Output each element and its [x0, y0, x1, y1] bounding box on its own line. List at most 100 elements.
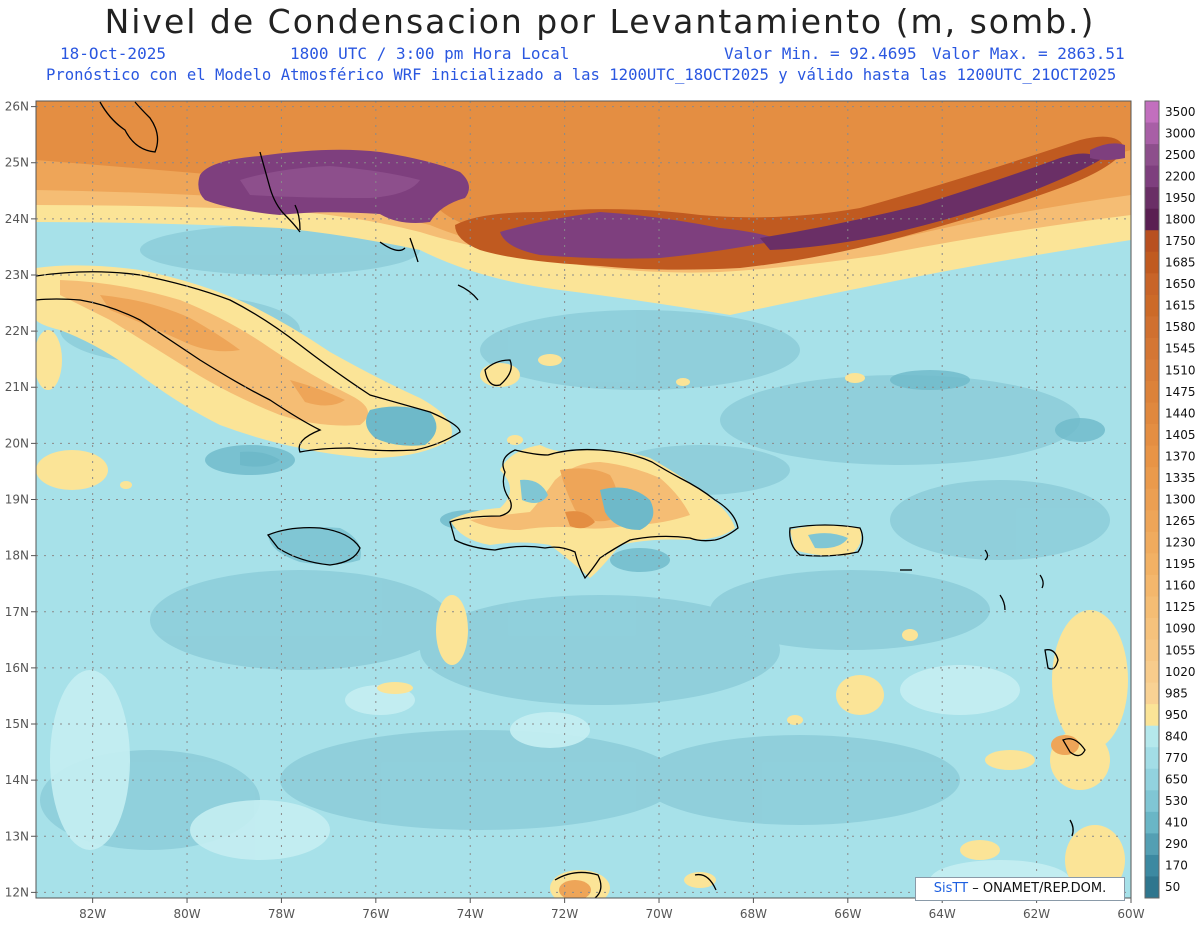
legend-swatch [1145, 424, 1159, 447]
lon-tick-label: 74W [457, 907, 484, 921]
lat-tick-label: 26N [5, 100, 29, 114]
lat-tick-label: 12N [5, 885, 29, 899]
legend-label: 2200 [1165, 169, 1196, 183]
legend-label: 1405 [1165, 428, 1196, 442]
lat-tick-label: 25N [5, 156, 29, 170]
lat-tick-label: 13N [5, 829, 29, 843]
legend-swatch [1145, 510, 1159, 533]
legend-swatch [1145, 704, 1159, 727]
legend-label: 3500 [1165, 105, 1196, 119]
legend-swatch [1145, 811, 1159, 834]
legend-label: 2500 [1165, 148, 1196, 162]
legend-swatch [1145, 574, 1159, 597]
legend-swatch [1145, 747, 1159, 770]
legend-swatch [1145, 768, 1159, 791]
legend-label: 1370 [1165, 449, 1196, 463]
legend-label: 1750 [1165, 234, 1196, 248]
lon-tick-label: 62W [1023, 907, 1050, 921]
credit-org: – ONAMET/REP.DOM. [972, 881, 1107, 896]
legend-swatch [1145, 553, 1159, 576]
lat-tick-label: 21N [5, 380, 29, 394]
legend-label: 1650 [1165, 277, 1196, 291]
legend-swatch [1145, 208, 1159, 231]
lon-tick-label: 64W [929, 907, 956, 921]
legend-label: 1950 [1165, 191, 1196, 205]
legend-label: 50 [1165, 880, 1180, 894]
legend-swatch [1145, 251, 1159, 274]
legend-label: 1090 [1165, 622, 1196, 636]
lat-tick-label: 23N [5, 268, 29, 282]
legend-swatch [1145, 230, 1159, 253]
legend-label: 1545 [1165, 342, 1196, 356]
color-legend: 3500 3000 2500 2200 1950 1800 1750 1685 1650 1615… [1144, 100, 1196, 899]
lon-tick-label: 80W [173, 907, 200, 921]
legend-label: 1510 [1165, 363, 1196, 377]
legend-swatch [1145, 617, 1159, 641]
legend-label: 1615 [1165, 299, 1196, 313]
legend-label: 650 [1165, 773, 1188, 787]
legend-label: 1160 [1165, 579, 1196, 593]
legend-label: 840 [1165, 729, 1188, 743]
legend-swatch [1145, 187, 1159, 210]
coastlines [36, 101, 1086, 898]
legend-label: 1440 [1165, 406, 1196, 420]
legend-swatch [1145, 273, 1159, 296]
lon-tick-label: 66W [834, 907, 861, 921]
legend-swatch [1145, 725, 1159, 748]
map-field [36, 101, 1131, 898]
latitude-labels: 12N 13N 14N 15N 16N 17N 18N 19N 20N 21N 22N 23N 24N 2… [5, 100, 36, 899]
legend-swatch [1145, 144, 1159, 167]
legend-label: 770 [1165, 751, 1188, 765]
legend-label: 1055 [1165, 643, 1196, 657]
legend-swatch [1145, 682, 1159, 705]
max-value: Valor Max. = 2863.51 [932, 44, 1125, 63]
legend-swatch [1145, 122, 1159, 145]
legend-swatch [1145, 402, 1159, 425]
lat-tick-label: 24N [5, 212, 29, 226]
legend-label: 1230 [1165, 536, 1196, 550]
legend-label: 1800 [1165, 212, 1196, 226]
lon-tick-label: 78W [268, 907, 295, 921]
legend-swatch [1145, 596, 1159, 619]
legend-label: 950 [1165, 708, 1188, 722]
legend-label: 985 [1165, 686, 1188, 700]
legend-swatch [1145, 876, 1159, 899]
min-value: Valor Min. = 92.4695 [724, 44, 917, 63]
longitude-labels: 82W 80W 78W 76W 74W 72W 70W 68W 66W 64W 62W 60W [79, 898, 1145, 921]
legend-swatch [1145, 531, 1159, 554]
forecast-time: 1800 UTC / 3:00 pm Hora Local [290, 44, 570, 63]
legend-swatch [1145, 639, 1159, 662]
legend-label: 1685 [1165, 256, 1196, 270]
legend-label: 1475 [1165, 385, 1196, 399]
lon-tick-label: 72W [551, 907, 578, 921]
lat-tick-label: 16N [5, 661, 29, 675]
lat-tick-label: 20N [5, 436, 29, 450]
credit-box: SisTT – ONAMET/REP.DOM. [915, 877, 1125, 901]
legend-label: 1125 [1165, 600, 1196, 614]
legend-label: 1195 [1165, 557, 1196, 571]
lat-tick-label: 19N [5, 493, 29, 507]
legend-swatch [1145, 165, 1159, 188]
legend-label: 530 [1165, 794, 1188, 808]
legend-swatch [1145, 833, 1159, 856]
legend-swatch [1145, 337, 1159, 360]
legend-swatch [1145, 854, 1159, 877]
lon-tick-label: 68W [740, 907, 767, 921]
legend-label: 1335 [1165, 471, 1196, 485]
legend-swatch [1145, 488, 1159, 511]
legend-swatch [1145, 790, 1159, 813]
legend-label: 410 [1165, 816, 1188, 830]
lat-tick-label: 18N [5, 549, 29, 563]
lon-tick-label: 82W [79, 907, 106, 921]
forecast-date: 18-Oct-2025 [60, 44, 166, 63]
legend-label: 290 [1165, 837, 1188, 851]
legend-swatch [1145, 101, 1159, 124]
legend-swatch [1145, 381, 1159, 404]
legend-swatch [1145, 316, 1159, 339]
model-info: Pronóstico con el Modelo Atmosférico WRF… [46, 66, 1117, 84]
lat-tick-label: 22N [5, 324, 29, 338]
legend-label: 1265 [1165, 514, 1196, 528]
sistt-logo: SisTT [933, 881, 969, 896]
legend-label: 3000 [1165, 126, 1196, 140]
